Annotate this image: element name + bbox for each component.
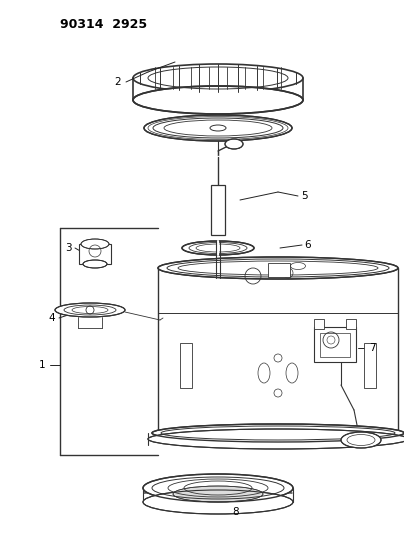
Bar [364,343,376,388]
Ellipse shape [133,86,303,114]
Ellipse shape [55,303,125,317]
Text: 7: 7 [369,343,375,353]
Bar [346,319,356,329]
Text: 8: 8 [233,507,239,517]
Bar [314,319,324,329]
Bar [79,244,111,264]
Text: 4: 4 [49,313,55,323]
Bar [268,263,290,277]
Ellipse shape [158,257,398,279]
Ellipse shape [144,115,292,141]
Bar [180,343,192,388]
Ellipse shape [81,239,109,249]
Ellipse shape [143,490,293,514]
Ellipse shape [341,432,381,448]
Bar [314,327,356,362]
Ellipse shape [152,424,404,442]
Text: 6: 6 [305,240,311,250]
Text: 5: 5 [301,191,307,201]
Ellipse shape [173,486,263,502]
Bar [320,333,350,357]
Text: 3: 3 [65,243,72,253]
Ellipse shape [182,241,254,255]
Ellipse shape [148,429,404,449]
Bar [211,185,225,235]
Text: 90314  2925: 90314 2925 [60,18,147,31]
Ellipse shape [143,474,293,502]
Text: 1: 1 [39,360,45,370]
Ellipse shape [83,260,107,268]
Text: 2: 2 [115,77,121,87]
Ellipse shape [225,139,243,149]
